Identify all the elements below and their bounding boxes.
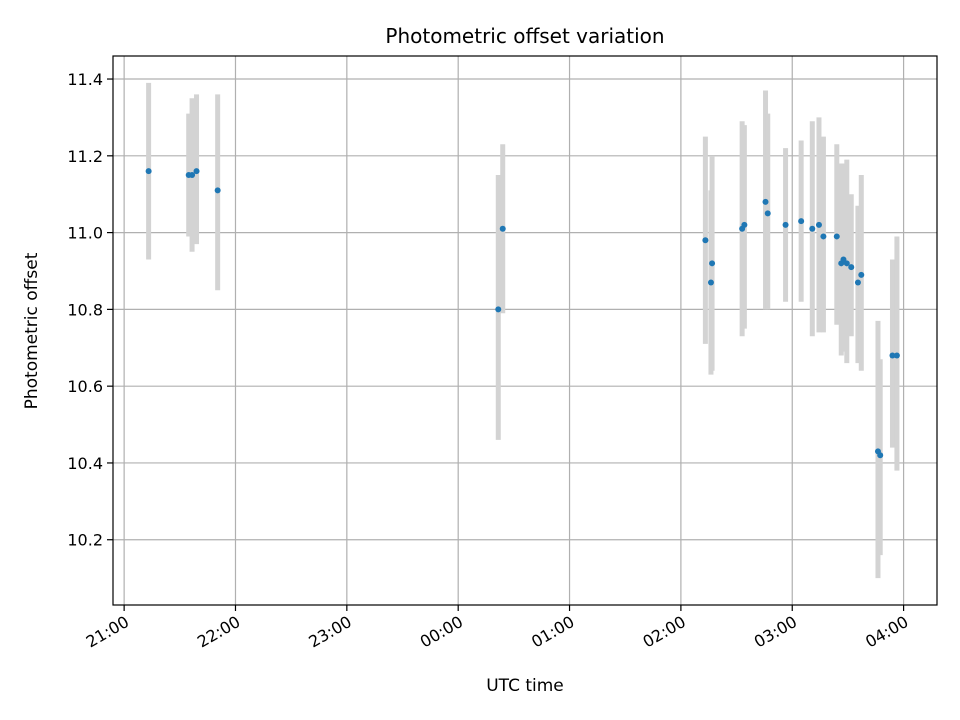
data-point bbox=[709, 260, 716, 267]
x-tick-label: 02:00 bbox=[639, 612, 688, 652]
x-tick-label: 22:00 bbox=[194, 612, 243, 652]
data-point bbox=[707, 279, 714, 286]
data-point bbox=[495, 306, 502, 313]
data-point bbox=[858, 271, 865, 278]
data-point bbox=[815, 221, 822, 228]
x-tick-label: 04:00 bbox=[862, 612, 911, 652]
y-axis-label: Photometric offset bbox=[22, 252, 42, 409]
data-point bbox=[893, 352, 900, 359]
x-axis-label: UTC time bbox=[486, 676, 564, 696]
y-tick-label: 10.4 bbox=[67, 454, 103, 473]
y-tick-label: 11.4 bbox=[67, 70, 103, 89]
data-point bbox=[809, 225, 816, 232]
data-point bbox=[764, 210, 771, 217]
x-tick-label: 21:00 bbox=[83, 612, 132, 652]
plot-frame bbox=[112, 55, 938, 606]
data-point bbox=[848, 264, 855, 271]
data-point bbox=[889, 352, 896, 359]
data-point bbox=[782, 221, 789, 228]
marker-layer bbox=[145, 168, 900, 459]
data-point bbox=[499, 225, 506, 232]
data-point bbox=[702, 237, 709, 244]
y-tick-label: 10.8 bbox=[67, 300, 103, 319]
data-point bbox=[854, 279, 861, 286]
data-point bbox=[833, 233, 840, 240]
errorbar-layer bbox=[146, 82, 900, 579]
x-tick-label: 23:00 bbox=[305, 612, 354, 652]
x-tick-label: 01:00 bbox=[528, 612, 577, 652]
data-point bbox=[189, 172, 196, 179]
y-tick-label: 11.2 bbox=[67, 147, 103, 166]
y-tick-label: 11.0 bbox=[67, 224, 103, 243]
data-point bbox=[741, 221, 748, 228]
data-point bbox=[193, 168, 200, 175]
data-point bbox=[820, 233, 827, 240]
data-point bbox=[762, 198, 769, 205]
data-point bbox=[877, 452, 884, 459]
data-point bbox=[798, 218, 805, 225]
chart-title: Photometric offset variation bbox=[385, 24, 664, 48]
data-point bbox=[145, 168, 152, 175]
x-tick-label: 00:00 bbox=[417, 612, 466, 652]
data-point bbox=[843, 260, 850, 267]
data-point bbox=[214, 187, 221, 194]
y-tick-label: 10.6 bbox=[67, 377, 103, 396]
x-tick-label: 03:00 bbox=[751, 612, 800, 652]
y-tick-label: 10.2 bbox=[67, 531, 103, 550]
